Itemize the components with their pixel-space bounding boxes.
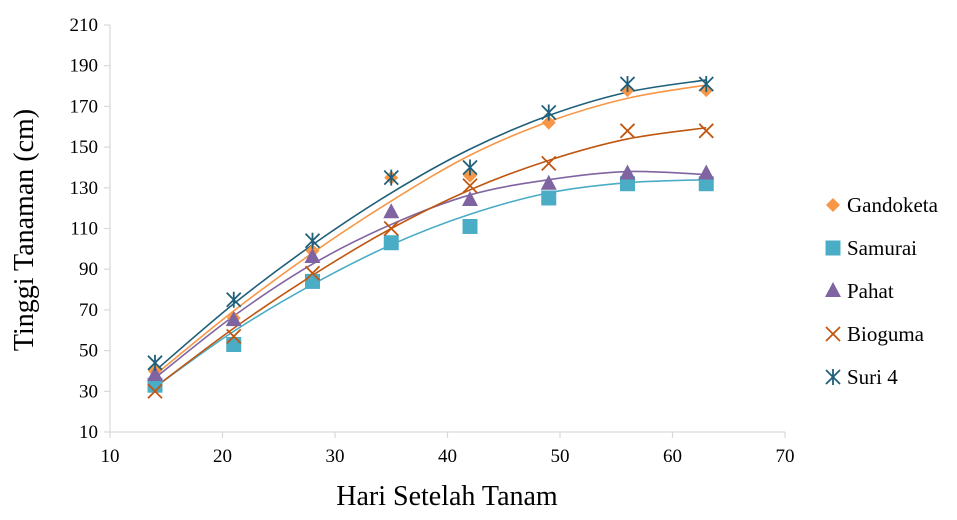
data-point-bioguma <box>698 123 714 139</box>
x-tick-label: 30 <box>326 446 345 467</box>
data-point-samurai <box>305 273 320 289</box>
data-point-suri-4 <box>304 232 321 249</box>
data-point-bioguma <box>462 178 478 194</box>
data-point-samurai <box>541 190 557 206</box>
trendline-suri-4 <box>154 79 707 372</box>
data-point-pahat <box>619 164 636 180</box>
data-point-bioguma <box>226 328 242 344</box>
data-point-suri-4 <box>226 291 242 308</box>
y-tick-label: 10 <box>79 422 98 443</box>
legend-label-samurai: Samurai <box>847 236 917 260</box>
data-point-samurai <box>226 336 242 352</box>
data-point-pahat <box>225 311 242 327</box>
data-point-suri-4 <box>462 159 478 176</box>
x-tick-label: 40 <box>438 446 457 467</box>
y-tick-label: 110 <box>70 219 98 240</box>
data-point-pahat <box>698 164 715 180</box>
data-point-suri-4 <box>147 354 163 371</box>
trendline-samurai <box>154 178 707 388</box>
data-point-suri-4 <box>541 104 557 121</box>
data-point-pahat <box>462 191 478 207</box>
legend: Gandoketa Samurai Pahat Bioguma Suri 4 <box>825 193 939 389</box>
data-point-samurai <box>698 176 714 192</box>
data-point-pahat <box>304 247 321 263</box>
legend-marker-gandoketa <box>826 198 840 212</box>
data-point-bioguma <box>383 220 399 237</box>
legend-label-bioguma: Bioguma <box>847 322 925 346</box>
y-tick-label: 190 <box>70 56 99 77</box>
x-tick-label: 70 <box>776 446 795 467</box>
y-tick-label: 170 <box>70 96 99 117</box>
x-tick-label: 60 <box>663 446 682 467</box>
legend-label-pahat: Pahat <box>847 279 894 303</box>
data-point-suri-4 <box>698 76 714 93</box>
y-tick-label: 150 <box>70 137 99 158</box>
legend-label-gandoketa: Gandoketa <box>847 193 939 217</box>
x-tick-label: 10 <box>101 446 120 467</box>
data-point-suri-4 <box>383 169 399 186</box>
data-point-bioguma <box>304 265 321 281</box>
legend-marker-samurai <box>825 240 841 256</box>
y-tick-label: 130 <box>70 178 99 199</box>
x-tick-label: 50 <box>551 446 570 467</box>
legend-marker-suri-4 <box>825 369 841 385</box>
axes: 10 30 50 70 90 110 130 150 170 190 210 10 20 30 40 50 60… <box>70 15 795 467</box>
legend-label-suri-4: Suri 4 <box>847 365 898 389</box>
data-point-pahat <box>383 203 400 219</box>
data-point-bioguma <box>541 155 557 172</box>
data-point-samurai <box>462 218 478 234</box>
data-point-bioguma <box>619 123 636 139</box>
data-point-bioguma <box>147 383 163 399</box>
data-point-pahat <box>540 174 557 190</box>
x-tick-label: 20 <box>213 446 232 467</box>
data-point-suri-4 <box>619 76 636 93</box>
y-tick-label: 50 <box>79 341 98 362</box>
data-point-samurai <box>383 235 399 251</box>
data-points <box>147 76 715 399</box>
y-axis-title: Tinggi Tanaman (cm) <box>9 109 40 351</box>
data-point-samurai <box>620 176 635 192</box>
y-tick-label: 90 <box>79 259 98 280</box>
y-tick-label: 70 <box>79 300 98 321</box>
x-axis-title: Hari Setelah Tanam <box>336 481 558 512</box>
legend-marker-pahat <box>825 282 841 297</box>
data-point-gandoketa <box>541 115 556 130</box>
y-tick-label: 210 <box>70 15 99 36</box>
data-point-pahat <box>147 366 163 382</box>
y-tick-label: 30 <box>79 381 98 402</box>
legend-marker-bioguma <box>825 326 841 342</box>
trendline-gandoketa <box>154 84 707 376</box>
data-point-samurai <box>147 377 163 393</box>
